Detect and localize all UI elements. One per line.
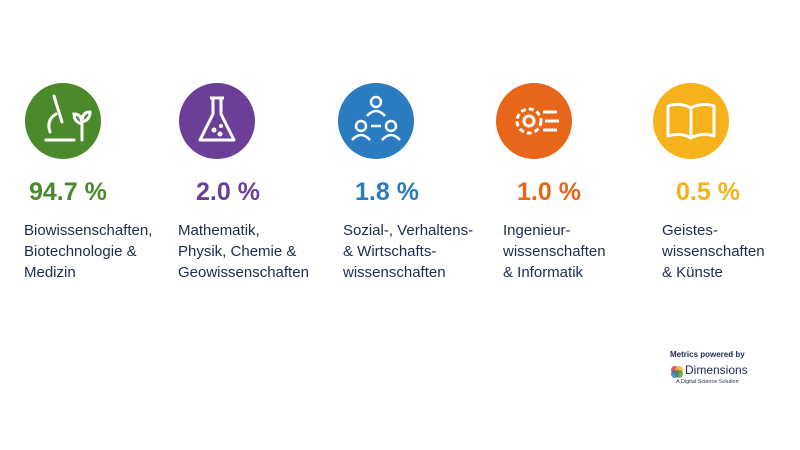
brand: Dimensions: [685, 363, 748, 377]
label-line: Geistes-: [662, 222, 718, 239]
percent: 1.8 %: [355, 178, 419, 206]
percent: 0.5 %: [676, 178, 740, 206]
percent: 1.0 %: [517, 178, 581, 206]
label: Mathematik, Physik, Chemie & Geowissenscha…: [178, 220, 338, 283]
label: Sozial-, Verhaltens- & Wirtschafts-wissen…: [343, 220, 503, 283]
label: Biowissenschaften, Biotechnologie & Medizi…: [24, 220, 184, 283]
label-line: Biowissenschaften,: [24, 222, 153, 239]
icon: [338, 83, 414, 159]
label: Ingenieur-wissenschaften & Informatik: [503, 220, 663, 283]
powered-by: Metrics powered by: [670, 350, 745, 359]
label-line: Medizin: [24, 264, 76, 281]
label: Geistes-wissenschaften & Künste: [662, 220, 800, 283]
icon: [179, 83, 255, 159]
label-line: & Wirtschafts-: [343, 243, 437, 260]
icon: [25, 83, 101, 159]
percent: 2.0 %: [196, 178, 260, 206]
label-line: Biotechnologie &: [24, 243, 137, 260]
logo: [671, 366, 683, 378]
label-line: Geowissenschaften: [178, 264, 309, 281]
percent: 94.7 %: [29, 178, 107, 206]
label-line: wissenschaften: [343, 264, 446, 281]
label-line: wissenschaften: [662, 243, 765, 260]
label-line: & Informatik: [503, 264, 584, 281]
tagline: A Digital Science Solution: [676, 379, 739, 385]
icon: [496, 83, 572, 159]
label-line: Physik, Chemie &: [178, 243, 297, 260]
icon: [653, 83, 729, 159]
label-line: Ingenieur-: [503, 222, 571, 239]
label-line: Mathematik,: [178, 222, 260, 239]
label-line: Sozial-, Verhaltens-: [343, 222, 474, 239]
label-line: wissenschaften: [503, 243, 606, 260]
label-line: & Künste: [662, 264, 723, 281]
footer: Metrics powered by Dimensions A Digital …: [670, 350, 750, 389]
